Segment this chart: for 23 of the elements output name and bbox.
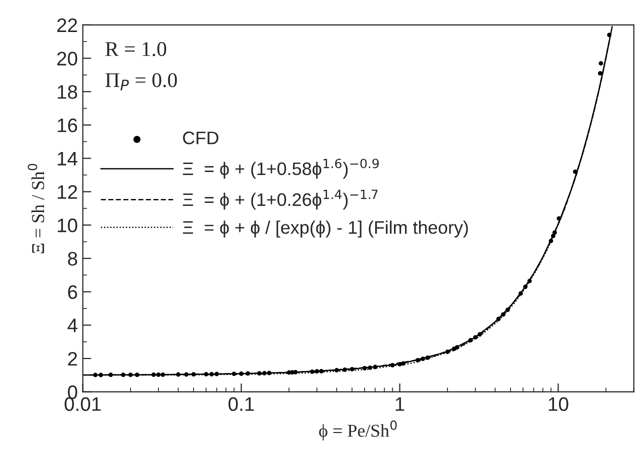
x-tick-label: 0.1 (228, 397, 254, 411)
x-tick-label: 0.01 (64, 397, 101, 411)
y-tick-label: 14 (58, 152, 78, 166)
x-tick-label: 1 (396, 397, 404, 411)
x-tick-label: 10 (548, 397, 568, 411)
y-tick-label: 4 (68, 318, 78, 332)
y-axis-title: Ξ = Sh / Sh$^{0}$ (28, 164, 44, 254)
y-tick-label: 16 (58, 118, 78, 132)
y-tick-label: 10 (58, 218, 78, 232)
legend-label: Ξ = ϕ + (1+0.58ϕ$^{1.6}$)$^{−0.9}$ (182, 158, 379, 179)
x-axis-title: ϕ = Pe/Sh$^{0}$ (319, 420, 397, 441)
legend-label: CFD (183, 132, 218, 144)
annotation: R = 1.0 (105, 42, 166, 56)
y-tick-label: 12 (58, 185, 77, 199)
y-tick-label: 20 (57, 52, 78, 66)
y-tick-label: 8 (68, 252, 78, 266)
y-tick-label: 6 (68, 285, 78, 300)
y-tick-label: 18 (58, 85, 78, 99)
legend-label: Ξ = ϕ + ϕ / [exp(ϕ) - 1] (Film theory) (182, 220, 468, 238)
y-tick-label: 22 (57, 18, 77, 32)
y-tick-label: 2 (68, 352, 77, 366)
annotation: Π$_{P}$ = 0.0 (105, 73, 177, 90)
legend-label: Ξ = ϕ + (1+0.26ϕ$^{1.4}$)$^{−1.7}$ (182, 190, 378, 210)
